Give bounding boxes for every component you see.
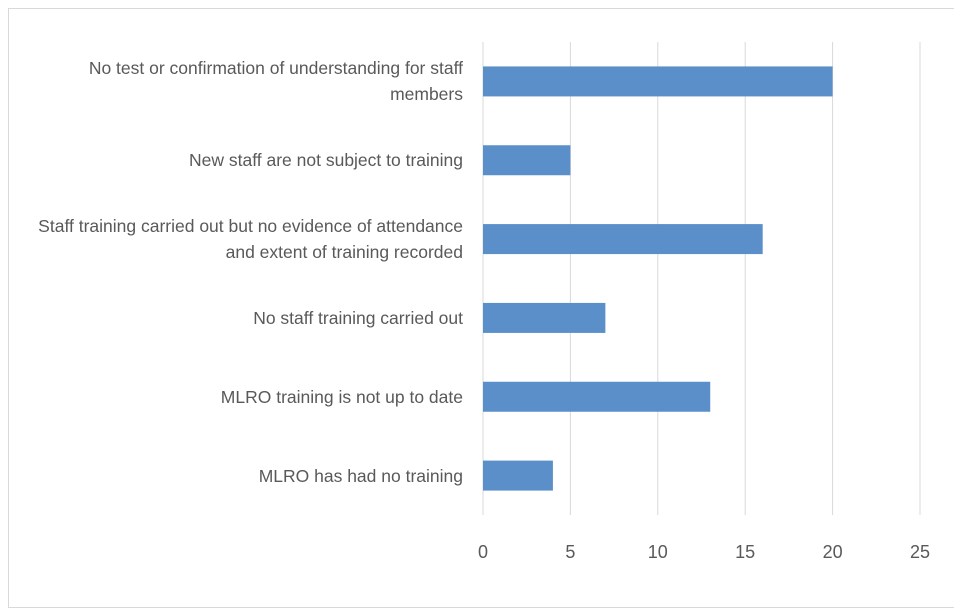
- chart: 0 5 10 15 20 25: [478, 42, 930, 562]
- x-tick-label: 5: [565, 542, 575, 562]
- bar: [483, 224, 763, 255]
- x-tick-label: 20: [823, 542, 843, 562]
- x-tick-label: 10: [648, 542, 668, 562]
- bar: [483, 460, 553, 491]
- y-tick-label: No test or confirmation of understanding…: [88, 58, 463, 105]
- x-tick-label: 15: [735, 542, 755, 562]
- bar: [483, 145, 571, 176]
- bar: [483, 66, 833, 97]
- y-tick-label: MLRO training is not up to date: [220, 386, 463, 407]
- y-tick-label: No staff training carried out: [253, 307, 463, 328]
- y-tick-label: New staff are not subject to training: [189, 150, 463, 171]
- page: {"chart_data": {"type": "barh", "categor…: [8, 8, 954, 608]
- bar: [483, 381, 711, 412]
- y-tick-label: MLRO has had no training: [258, 465, 463, 486]
- x-tick-label: 25: [910, 542, 930, 562]
- bar: [483, 302, 606, 333]
- x-tick-label: 0: [478, 542, 488, 562]
- y-tick-label: Staff training carried out but no eviden…: [38, 216, 463, 263]
